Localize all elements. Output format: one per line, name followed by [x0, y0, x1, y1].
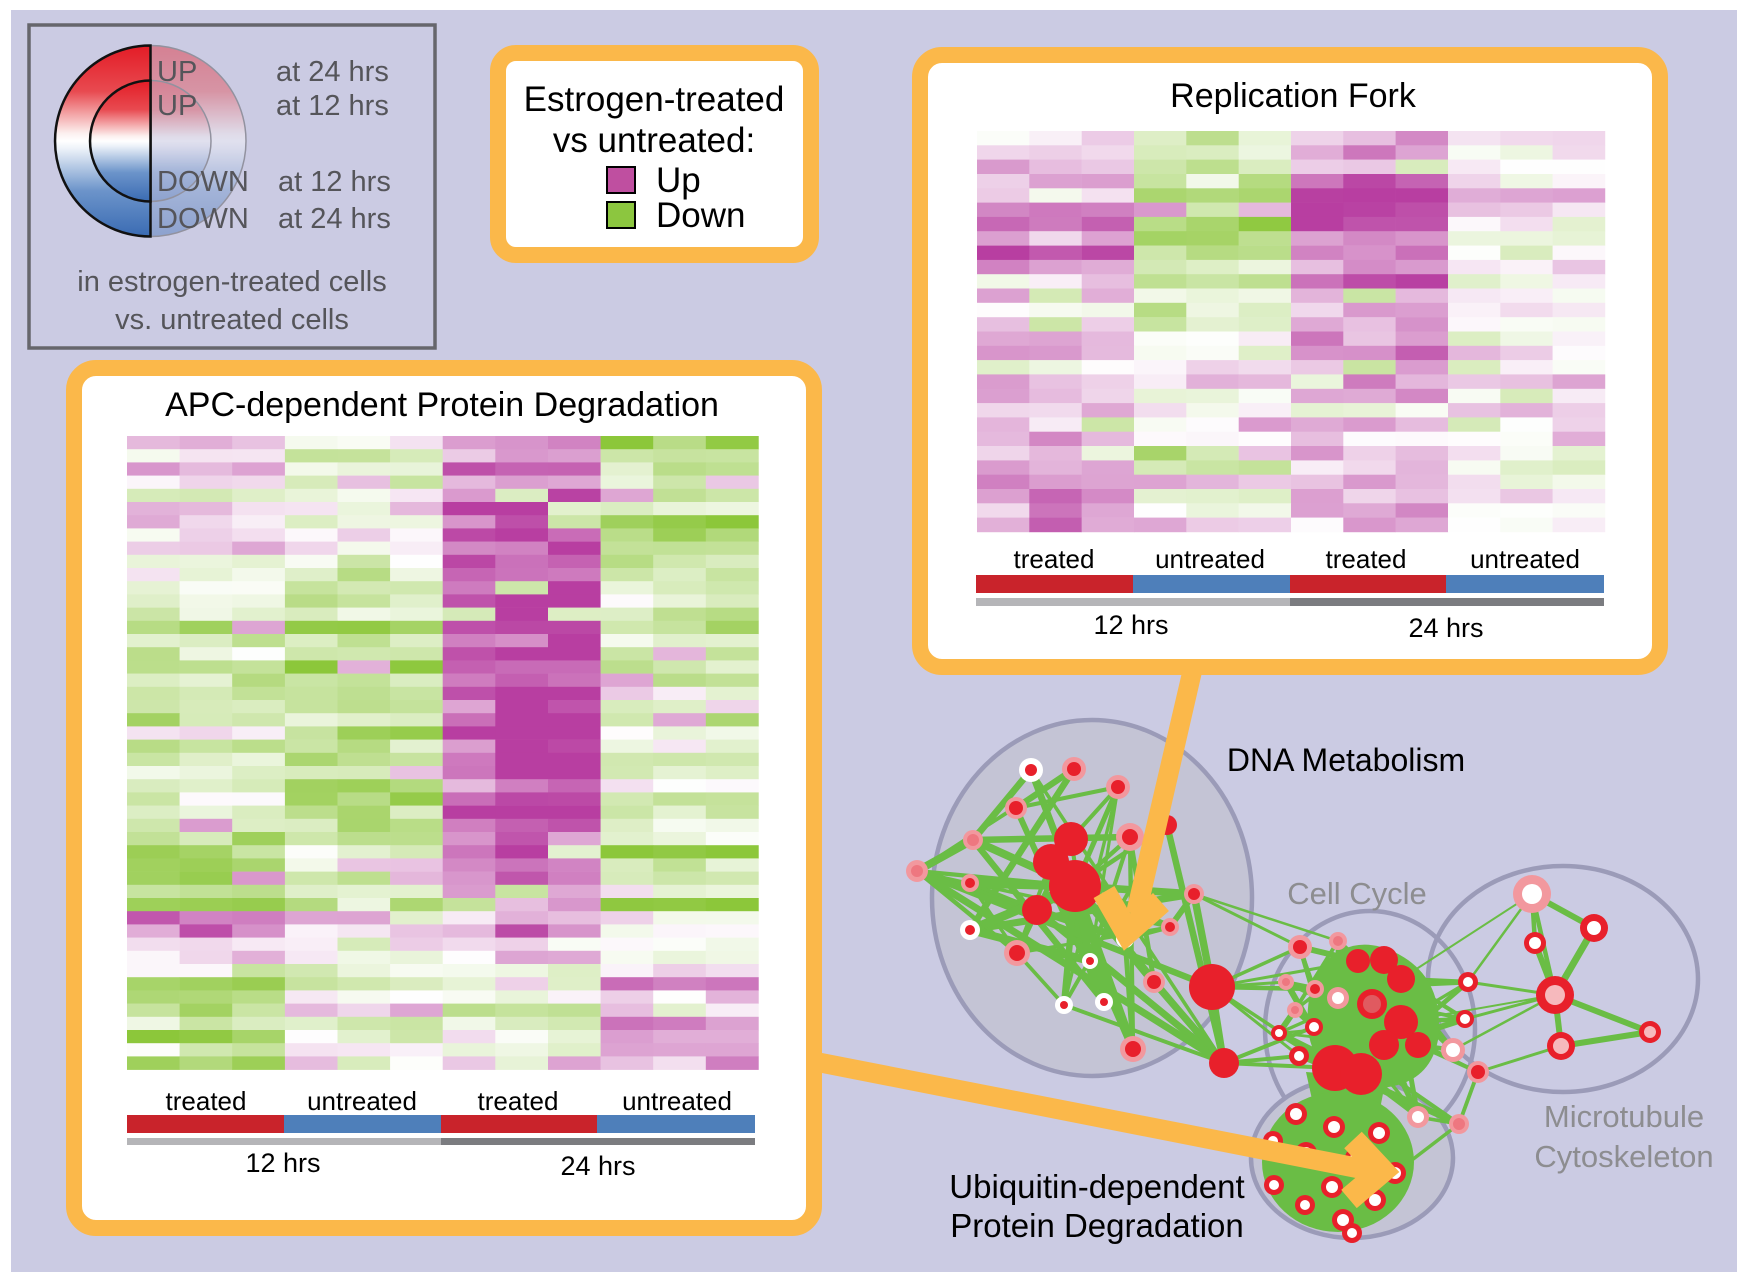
svg-text:Down: Down	[656, 196, 745, 235]
svg-text:Estrogen-treated: Estrogen-treated	[524, 80, 785, 119]
svg-text:vs untreated:: vs untreated:	[553, 121, 755, 160]
svg-text:12 hrs: 12 hrs	[1093, 610, 1168, 640]
svg-text:at 12 hrs: at 12 hrs	[278, 166, 391, 198]
svg-text:APC-dependent Protein Degradat: APC-dependent Protein Degradation	[165, 386, 719, 424]
svg-text:12 hrs: 12 hrs	[245, 1148, 320, 1178]
svg-text:treated: treated	[1326, 544, 1407, 574]
svg-text:DOWN: DOWN	[157, 203, 249, 235]
svg-text:UP: UP	[157, 90, 197, 122]
svg-text:UP: UP	[157, 56, 197, 88]
svg-text:Up: Up	[656, 161, 701, 200]
svg-text:DOWN: DOWN	[157, 166, 249, 198]
svg-text:24 hrs: 24 hrs	[560, 1151, 635, 1181]
svg-text:untreated: untreated	[1470, 544, 1580, 574]
svg-text:Replication Fork: Replication Fork	[1170, 77, 1417, 115]
svg-text:untreated: untreated	[622, 1086, 732, 1116]
svg-text:treated: treated	[478, 1086, 559, 1116]
svg-text:at 24 hrs: at 24 hrs	[278, 203, 391, 235]
svg-text:Cell Cycle: Cell Cycle	[1287, 876, 1427, 911]
svg-text:Protein Degradation: Protein Degradation	[950, 1207, 1244, 1244]
svg-text:at 12 hrs: at 12 hrs	[276, 90, 389, 122]
svg-text:Cytoskeleton: Cytoskeleton	[1534, 1139, 1713, 1174]
svg-text:vs. untreated cells: vs. untreated cells	[115, 304, 349, 336]
svg-text:treated: treated	[166, 1086, 247, 1116]
svg-text:24 hrs: 24 hrs	[1408, 613, 1483, 643]
svg-text:untreated: untreated	[307, 1086, 417, 1116]
svg-text:in estrogen-treated cells: in estrogen-treated cells	[77, 266, 387, 298]
svg-text:untreated: untreated	[1155, 544, 1265, 574]
svg-text:Ubiquitin-dependent: Ubiquitin-dependent	[949, 1168, 1244, 1205]
svg-text:at 24 hrs: at 24 hrs	[276, 56, 389, 88]
svg-text:treated: treated	[1014, 544, 1095, 574]
svg-text:DNA Metabolism: DNA Metabolism	[1227, 742, 1465, 778]
svg-text:Microtubule: Microtubule	[1544, 1099, 1704, 1134]
